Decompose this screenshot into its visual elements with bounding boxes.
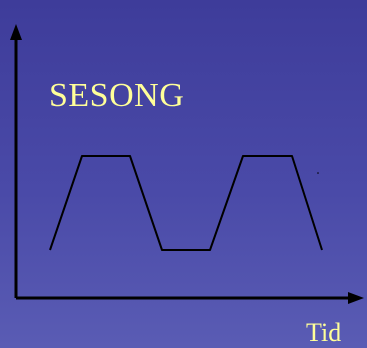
diagram-title: SESONG xyxy=(49,77,185,114)
y-axis-arrow-icon xyxy=(10,24,22,40)
x-axis-arrow-icon xyxy=(348,292,364,304)
season-curve xyxy=(49,155,323,251)
x-axis-label: Tid xyxy=(306,318,342,347)
speck-mark xyxy=(317,172,319,174)
